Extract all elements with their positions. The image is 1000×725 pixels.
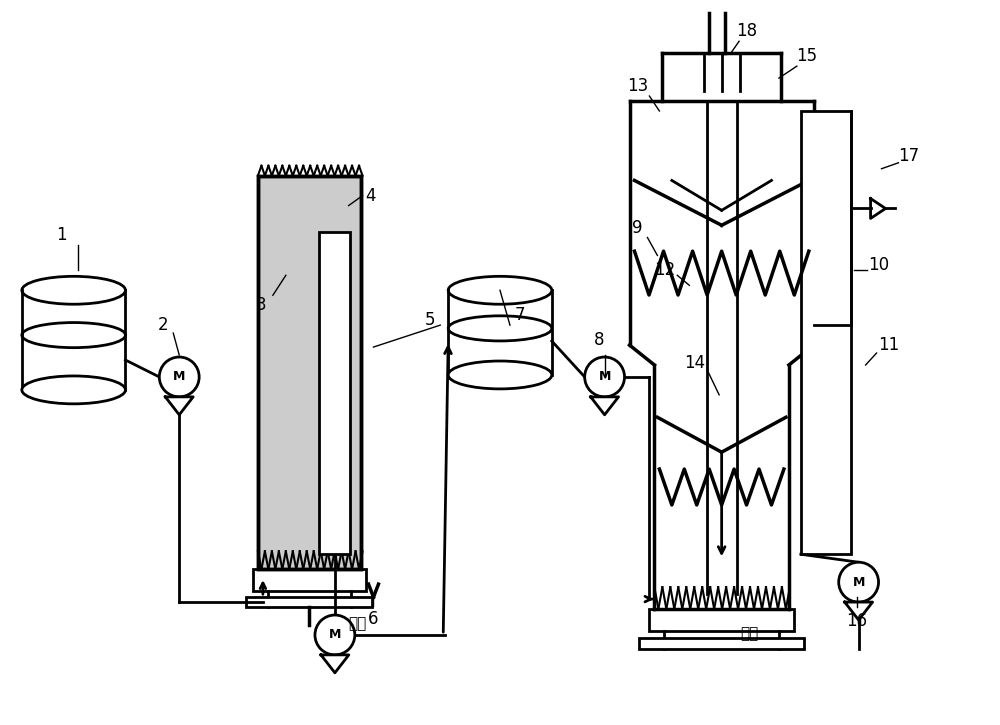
Text: M: M bbox=[329, 629, 341, 642]
Text: 12: 12 bbox=[654, 261, 675, 279]
Text: M: M bbox=[173, 370, 185, 384]
Bar bbox=[258, 175, 361, 569]
Text: 10: 10 bbox=[868, 257, 889, 274]
Text: 13: 13 bbox=[627, 77, 648, 95]
Polygon shape bbox=[321, 655, 349, 673]
Text: M: M bbox=[598, 370, 611, 384]
Text: 排泥: 排泥 bbox=[740, 626, 758, 642]
Text: 15: 15 bbox=[796, 47, 817, 65]
Text: 2: 2 bbox=[158, 316, 169, 334]
Bar bbox=[253, 569, 366, 591]
Text: 18: 18 bbox=[736, 22, 758, 41]
Text: 5: 5 bbox=[425, 311, 436, 329]
Polygon shape bbox=[591, 397, 619, 415]
Text: 17: 17 bbox=[898, 146, 919, 165]
Bar bbox=[649, 609, 794, 631]
Text: 6: 6 bbox=[368, 610, 379, 628]
Ellipse shape bbox=[22, 376, 125, 404]
Text: 3: 3 bbox=[256, 297, 266, 314]
Bar bbox=[639, 638, 804, 649]
Circle shape bbox=[315, 615, 355, 655]
Circle shape bbox=[159, 357, 199, 397]
Ellipse shape bbox=[448, 361, 552, 389]
Circle shape bbox=[839, 562, 879, 602]
Text: 14: 14 bbox=[684, 354, 705, 372]
Text: 8: 8 bbox=[594, 331, 605, 349]
Bar bbox=[258, 175, 361, 569]
Bar bbox=[801, 111, 851, 554]
Text: 排泥: 排泥 bbox=[348, 616, 367, 631]
Text: 16: 16 bbox=[846, 612, 867, 630]
Text: 7: 7 bbox=[515, 306, 525, 324]
Bar bbox=[246, 597, 372, 607]
Text: 11: 11 bbox=[878, 336, 899, 354]
Polygon shape bbox=[165, 397, 193, 415]
Text: 4: 4 bbox=[365, 186, 376, 204]
Text: M: M bbox=[852, 576, 865, 589]
Polygon shape bbox=[845, 602, 873, 620]
Text: 9: 9 bbox=[632, 218, 643, 236]
Text: 1: 1 bbox=[56, 226, 67, 244]
Circle shape bbox=[585, 357, 625, 397]
Bar bbox=[319, 231, 350, 554]
